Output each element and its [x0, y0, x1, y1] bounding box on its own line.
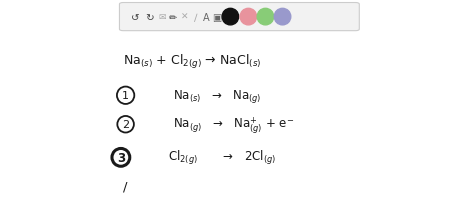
Text: ✏: ✏ [169, 13, 177, 22]
Text: ✉: ✉ [158, 13, 166, 22]
Text: ∕: ∕ [194, 13, 198, 22]
Ellipse shape [222, 9, 238, 26]
Ellipse shape [240, 9, 256, 26]
Text: ✕: ✕ [181, 13, 189, 22]
FancyBboxPatch shape [119, 4, 359, 32]
Text: 1: 1 [122, 91, 129, 101]
Ellipse shape [274, 9, 291, 26]
Text: ▣: ▣ [212, 13, 222, 22]
Text: ↺: ↺ [131, 13, 139, 22]
Text: Na$_{(g)}$   →   Na$^{+}_{(g)}$ + e$^{-}$: Na$_{(g)}$ → Na$^{+}_{(g)}$ + e$^{-}$ [173, 114, 294, 135]
Text: Cl$_{2(g)}$       →   2Cl$_{(g)}$: Cl$_{2(g)}$ → 2Cl$_{(g)}$ [168, 149, 276, 166]
Text: 3: 3 [117, 151, 125, 164]
Ellipse shape [257, 9, 273, 26]
Text: ↻: ↻ [145, 13, 154, 22]
Text: Na$_{(s)}$   →   Na$_{(g)}$: Na$_{(s)}$ → Na$_{(g)}$ [173, 87, 262, 104]
Text: 2: 2 [122, 120, 129, 130]
Text: Na$_{(s)}$ + Cl$_{2(g)}$ → NaCl$_{(s)}$: Na$_{(s)}$ + Cl$_{2(g)}$ → NaCl$_{(s)}$ [123, 53, 262, 71]
Text: A: A [203, 13, 210, 22]
Text: /: / [123, 180, 128, 193]
